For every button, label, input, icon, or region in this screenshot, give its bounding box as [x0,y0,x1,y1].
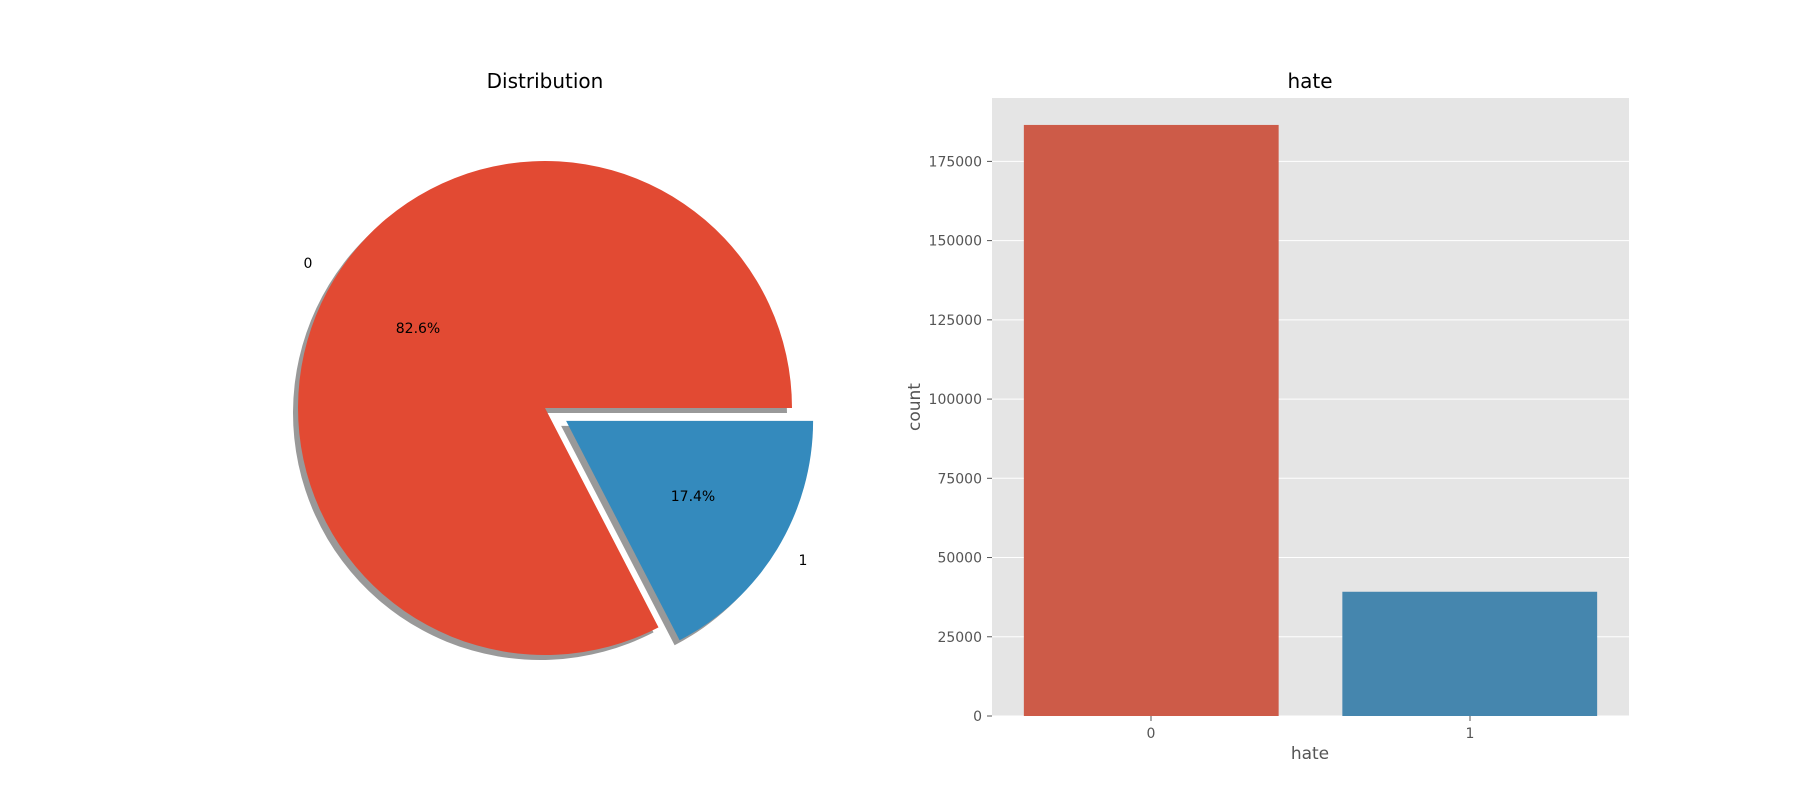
y-tick-label-0: 0 [973,709,982,725]
y-axis-label: count [905,383,925,431]
pie-slice-1 [566,420,814,641]
pie-chart-title: Distribution [487,69,604,93]
x-tick-label-1: 1 [1466,726,1475,742]
y-tick-label-3: 75000 [937,471,982,487]
pie-label-1: 1 [799,553,808,569]
pie-chart: Distribution 0 1 82.6% 17.4% [293,69,814,661]
y-tick-label-5: 125000 [929,313,982,329]
y-tick-label-2: 50000 [937,551,982,567]
bar-0 [1023,124,1279,716]
bars [1023,124,1598,716]
x-axis-label: hate [1291,744,1329,764]
pie-slices [293,161,814,661]
bar-1 [1342,591,1598,716]
pie-autopct-0: 82.6% [396,321,440,337]
y-tick-label-7: 175000 [929,154,982,170]
bar-chart-title: hate [1287,69,1332,93]
bar-chart: hate 0 25000 50000 75000 100000 125000 150000 1… [905,69,1629,764]
pie-autopct-1: 17.4% [671,489,715,505]
pie-label-0: 0 [304,256,313,272]
x-axis-ticks: 0 1 [1147,716,1475,742]
y-axis-ticks: 0 25000 50000 75000 100000 125000 150000 175000 [929,154,992,725]
pie-slice-0 [298,161,792,655]
x-tick-label-0: 0 [1147,726,1156,742]
y-tick-label-1: 25000 [937,630,982,646]
y-tick-label-6: 150000 [929,234,982,250]
y-tick-label-4: 100000 [929,392,982,408]
